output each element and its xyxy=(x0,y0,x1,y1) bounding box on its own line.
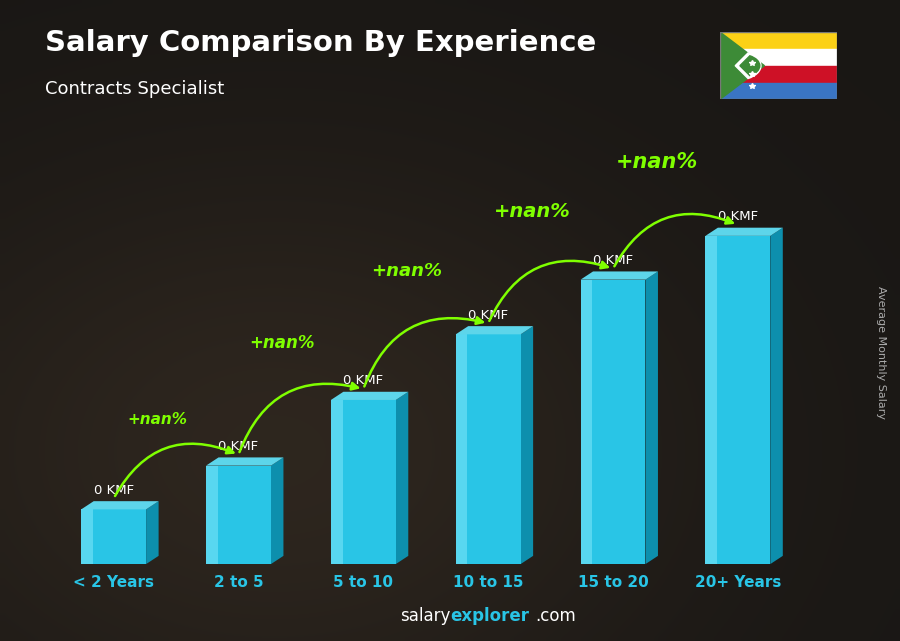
Polygon shape xyxy=(396,392,409,564)
Wedge shape xyxy=(740,56,760,76)
Text: Average Monthly Salary: Average Monthly Salary xyxy=(877,286,886,419)
Polygon shape xyxy=(770,228,783,564)
Bar xyxy=(720,66,837,83)
Polygon shape xyxy=(520,326,533,564)
Polygon shape xyxy=(580,271,658,279)
Text: +nan%: +nan% xyxy=(616,152,698,172)
Wedge shape xyxy=(735,53,761,79)
Bar xyxy=(580,279,592,564)
Bar xyxy=(206,465,271,564)
Text: +nan%: +nan% xyxy=(128,412,187,427)
Bar xyxy=(455,335,467,564)
Bar xyxy=(580,279,645,564)
Polygon shape xyxy=(455,326,533,335)
Bar xyxy=(81,510,93,564)
Polygon shape xyxy=(645,271,658,564)
Text: .com: .com xyxy=(536,607,576,625)
Bar xyxy=(81,510,146,564)
Text: +nan%: +nan% xyxy=(372,262,443,281)
Polygon shape xyxy=(271,458,284,564)
Text: 0 KMF: 0 KMF xyxy=(718,210,758,223)
Text: 0 KMF: 0 KMF xyxy=(468,309,508,322)
Bar xyxy=(331,400,343,564)
Polygon shape xyxy=(331,392,409,400)
Polygon shape xyxy=(206,458,284,465)
Polygon shape xyxy=(706,228,783,236)
Text: Salary Comparison By Experience: Salary Comparison By Experience xyxy=(45,29,596,57)
Polygon shape xyxy=(146,501,158,564)
Text: explorer: explorer xyxy=(450,607,529,625)
Bar xyxy=(720,83,837,99)
Bar xyxy=(455,335,520,564)
Text: +nan%: +nan% xyxy=(249,333,315,351)
Text: 0 KMF: 0 KMF xyxy=(343,374,383,387)
Bar xyxy=(720,49,837,66)
Text: 0 KMF: 0 KMF xyxy=(94,484,134,497)
Polygon shape xyxy=(81,501,158,510)
Bar xyxy=(706,236,717,564)
Bar xyxy=(331,400,396,564)
Polygon shape xyxy=(720,32,764,99)
Bar xyxy=(206,465,218,564)
Text: +nan%: +nan% xyxy=(493,202,571,221)
Text: salary: salary xyxy=(400,607,450,625)
Text: 0 KMF: 0 KMF xyxy=(219,440,258,453)
Text: 0 KMF: 0 KMF xyxy=(593,254,633,267)
Text: Contracts Specialist: Contracts Specialist xyxy=(45,80,224,98)
Bar xyxy=(720,32,837,49)
Bar xyxy=(706,236,770,564)
